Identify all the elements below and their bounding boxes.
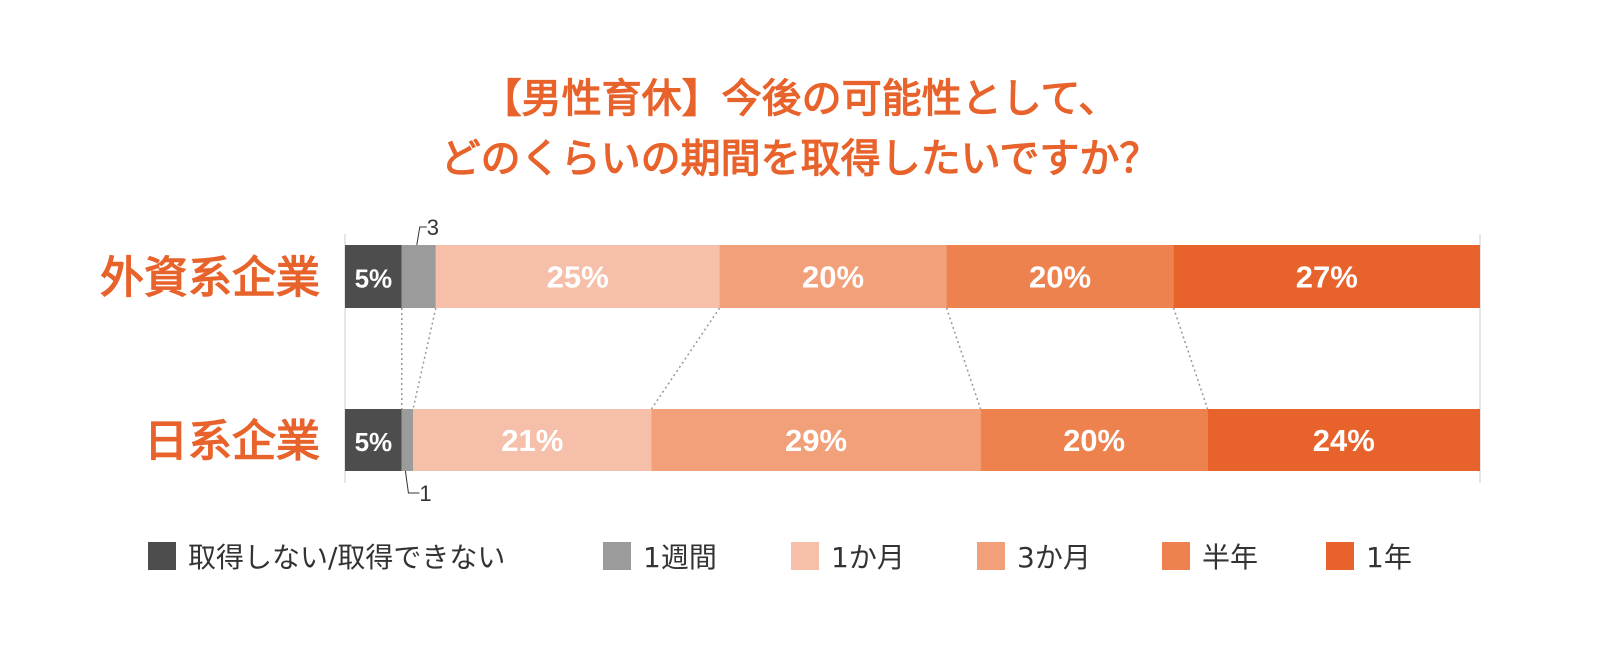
connector-lines — [401, 307, 1209, 410]
chart-title: 【男性育休】今後の可能性として、 どのくらいの期間を取得したいですか？ — [441, 76, 1160, 182]
data-label: 20% — [1029, 260, 1091, 295]
legend-swatch — [1162, 542, 1190, 570]
bars — [345, 245, 1480, 471]
data-label: 1 — [419, 481, 431, 506]
bar-segment — [946, 245, 1174, 308]
data-label: 27% — [1296, 260, 1358, 295]
data-label: 5% — [355, 427, 393, 457]
legend-label: 取得しない/取得できない — [188, 541, 505, 574]
legend-label: 1か月 — [831, 541, 905, 574]
data-label: 24% — [1313, 423, 1375, 458]
category-label: 外資系企業 — [100, 253, 320, 304]
legend: 取得しない/取得できない 1週間 1か月 3か月 半年 1年 — [148, 541, 1412, 574]
bar-segment — [719, 245, 947, 308]
data-label: 20% — [1063, 423, 1125, 458]
bar-segment — [1173, 245, 1480, 308]
connector-line — [945, 307, 982, 410]
bar-segment — [345, 409, 402, 471]
legend-swatch — [603, 542, 631, 570]
legend-label: 半年 — [1202, 541, 1258, 574]
legend-label: 1年 — [1366, 541, 1412, 574]
data-labels: 5% 3 25% 20% 20% 27% 5% 1 21% 29% 20% 24% — [355, 215, 1375, 506]
data-label: 25% — [547, 260, 609, 295]
connector-line — [1172, 307, 1209, 410]
connector-line — [650, 307, 721, 410]
legend-swatch — [977, 542, 1005, 570]
data-label: 29% — [785, 423, 847, 458]
bar-segment — [413, 409, 652, 471]
data-label: 20% — [802, 260, 864, 295]
bar-segment — [401, 245, 436, 308]
chart-title-line-2: どのくらいの期間を取得したいですか？ — [441, 136, 1160, 182]
data-label: 3 — [427, 215, 439, 240]
bar-segment — [651, 409, 981, 471]
data-label: 21% — [501, 423, 563, 458]
leader-line — [416, 226, 427, 246]
bar-segment — [1207, 409, 1480, 471]
bar-segment — [980, 409, 1208, 471]
legend-swatch — [791, 542, 819, 570]
legend-swatch — [148, 542, 176, 570]
bar-segment — [345, 245, 402, 308]
bar-segment — [435, 245, 720, 308]
category-label: 日系企業 — [144, 416, 320, 467]
chart-title-line-1: 【男性育休】今後の可能性として、 — [482, 76, 1119, 122]
legend-label: 3か月 — [1017, 541, 1091, 574]
bar-segment — [401, 409, 414, 471]
legend-swatch — [1326, 542, 1354, 570]
data-label: 5% — [355, 264, 393, 294]
leader-line — [404, 470, 420, 494]
connector-line — [412, 307, 437, 410]
legend-label: 1週間 — [643, 541, 717, 574]
